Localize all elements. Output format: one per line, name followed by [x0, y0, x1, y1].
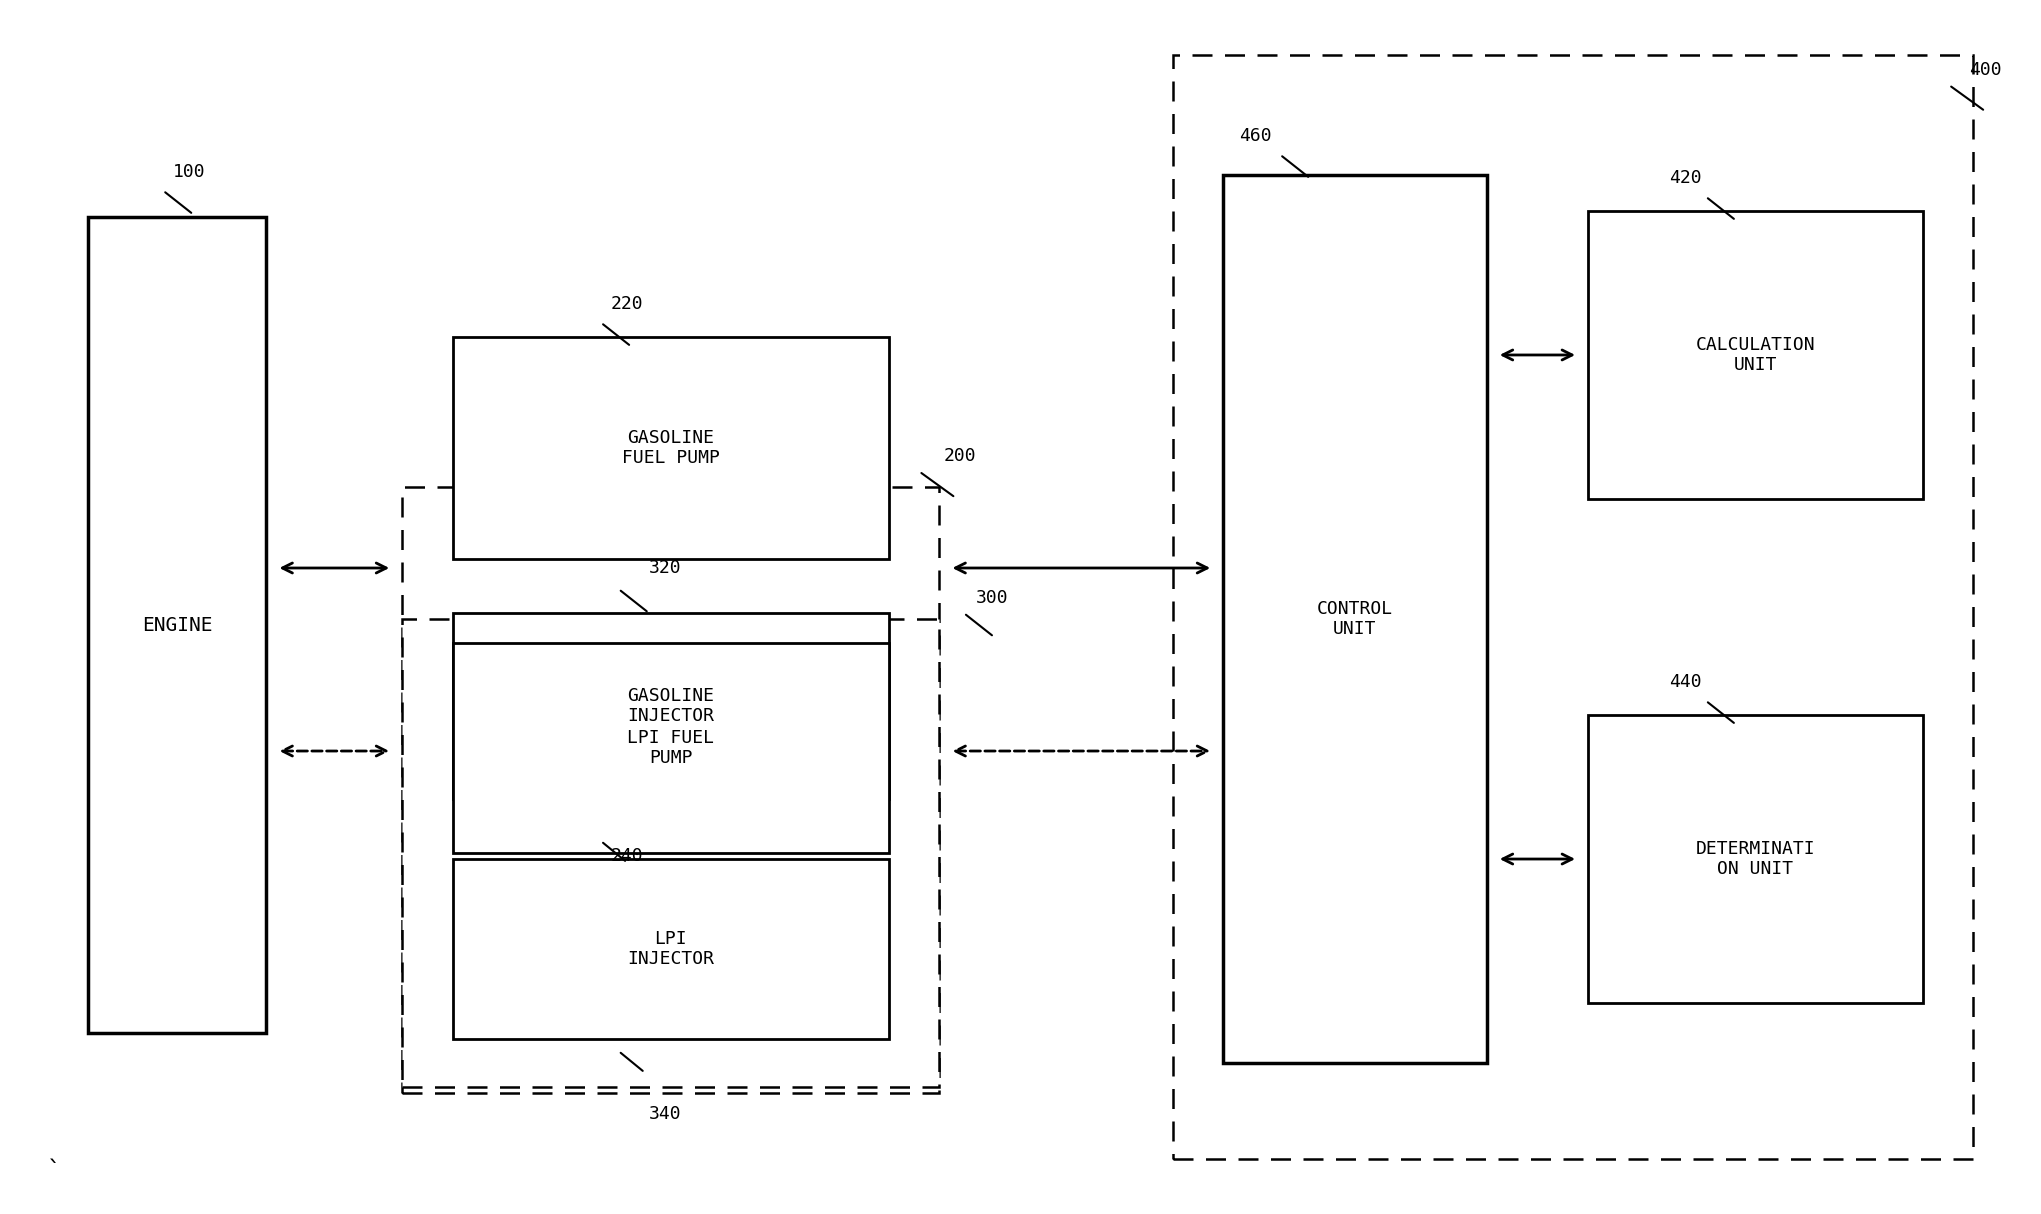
Text: CALCULATION
UNIT: CALCULATION UNIT [1696, 335, 1814, 374]
Bar [453, 643, 888, 853]
Text: 460: 460 [1239, 127, 1272, 144]
Bar [453, 337, 888, 558]
Text: ENGINE: ENGINE [143, 615, 212, 635]
Bar [453, 613, 888, 799]
Text: 220: 220 [610, 295, 643, 313]
Text: LPI FUEL
PUMP: LPI FUEL PUMP [627, 728, 714, 767]
Text: CONTROL
UNIT: CONTROL UNIT [1316, 600, 1394, 639]
Bar [1588, 715, 1923, 1003]
Text: 440: 440 [1670, 673, 1702, 691]
Text: 300: 300 [976, 589, 1008, 607]
Bar [1588, 211, 1923, 499]
Text: 420: 420 [1670, 169, 1702, 187]
Text: 200: 200 [943, 448, 976, 465]
Text: GASOLINE
INJECTOR: GASOLINE INJECTOR [627, 687, 714, 726]
Text: GASOLINE
FUEL PUMP: GASOLINE FUEL PUMP [623, 429, 720, 467]
Text: `: ` [47, 1159, 59, 1184]
Text: LPI
INJECTOR: LPI INJECTOR [627, 930, 714, 969]
Text: 340: 340 [649, 1105, 682, 1123]
Bar [1172, 55, 1974, 1159]
Text: DETERMINATI
ON UNIT: DETERMINATI ON UNIT [1696, 840, 1814, 879]
Text: 400: 400 [1970, 61, 2002, 79]
Text: 320: 320 [649, 558, 682, 577]
Bar [88, 217, 267, 1033]
Bar [1223, 175, 1486, 1063]
Bar [402, 487, 939, 1093]
Bar [402, 619, 939, 1087]
Text: 240: 240 [610, 847, 643, 866]
Bar [453, 860, 888, 1039]
Text: 100: 100 [173, 163, 206, 181]
